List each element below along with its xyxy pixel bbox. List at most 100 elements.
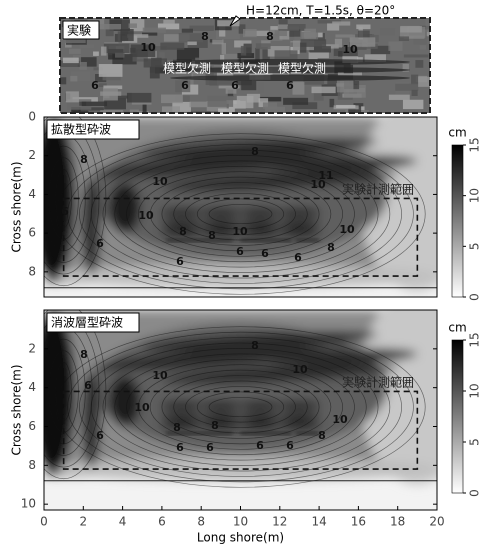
contour-label: 10 xyxy=(140,41,156,54)
photo-texture xyxy=(403,100,423,109)
photo-texture xyxy=(241,81,256,90)
contour-label: 6 xyxy=(256,439,264,452)
y-tick-label: 0 xyxy=(28,110,36,124)
photo-texture xyxy=(256,43,271,49)
photo-texture xyxy=(70,76,77,82)
contour-label: 10 xyxy=(134,401,150,414)
photo-texture xyxy=(212,39,223,44)
photo-texture xyxy=(255,48,259,61)
field-shade xyxy=(239,208,282,217)
contour-label: 10 xyxy=(138,209,154,222)
photo-texture xyxy=(258,82,264,92)
contour-label: 6 xyxy=(96,429,104,442)
photo-texture xyxy=(179,33,203,42)
field-shade xyxy=(199,401,242,410)
photo-texture xyxy=(411,75,418,85)
photo-texture xyxy=(292,82,304,95)
contour-label: 6 xyxy=(91,79,99,92)
panel-title: 実験 xyxy=(67,23,91,38)
contour-label: 10 xyxy=(332,413,348,426)
contour-label: 10 xyxy=(232,225,248,238)
contour-label: 6 xyxy=(286,439,294,452)
x-tick-label: 0 xyxy=(40,515,48,529)
contour-label: 6 xyxy=(294,251,302,264)
page: 実験H=12cm, T=1.5s, θ=20°模型欠測模型欠測模型欠測10881… xyxy=(0,0,486,547)
photo-texture xyxy=(275,30,287,36)
contour-label: 10 xyxy=(152,369,168,382)
y-tick-label: 2 xyxy=(28,148,36,162)
y-tick-label: 2 xyxy=(28,341,36,355)
colorbar-tick-label: 0 xyxy=(468,489,482,497)
photo-texture xyxy=(160,43,184,50)
y-axis-label: Cross shore(m) xyxy=(10,161,24,252)
photo-texture xyxy=(127,93,152,103)
x-tick-label: 18 xyxy=(390,515,405,529)
photo-texture xyxy=(99,64,123,77)
contour-label: 8 xyxy=(251,145,259,158)
panel-title: 消波層型砕波 xyxy=(51,315,123,330)
colorbar-label: cm xyxy=(448,321,466,335)
photo-texture xyxy=(101,47,106,56)
contour-label: 10 xyxy=(342,43,358,56)
contour-label: 8 xyxy=(173,421,181,434)
contour-label: 6 xyxy=(96,237,104,250)
panel-title: 拡散型砕波 xyxy=(51,122,111,137)
photo-texture xyxy=(99,24,121,29)
colorbar-tick-label: 5 xyxy=(468,438,482,446)
annotation: 実験計測範囲 xyxy=(342,375,414,390)
x-tick-label: 10 xyxy=(233,515,248,529)
photo-texture xyxy=(420,45,426,50)
y-tick-label: 4 xyxy=(28,380,36,394)
contour-label: 6 xyxy=(181,79,189,92)
colorbar-tick-label: 15 xyxy=(468,137,482,152)
contour-label: 10 xyxy=(339,223,355,236)
photo-texture xyxy=(104,44,130,54)
photo-texture xyxy=(207,96,233,107)
photo-texture xyxy=(412,90,418,96)
photo-texture xyxy=(161,95,183,104)
y-axis-label: Cross shore(m) xyxy=(10,364,24,455)
photo-texture xyxy=(66,91,79,102)
x-tick-label: 2 xyxy=(79,515,87,529)
x-tick-label: 6 xyxy=(158,515,166,529)
photo-texture xyxy=(143,28,166,33)
photo-texture xyxy=(335,34,355,37)
field-shade xyxy=(278,208,321,217)
x-axis-label: Long shore(m) xyxy=(197,531,284,545)
photo-texture xyxy=(426,19,440,31)
photo-texture xyxy=(275,50,298,59)
field-shade xyxy=(278,401,321,410)
annotation: H=12cm, T=1.5s, θ=20° xyxy=(246,4,395,18)
photo-texture xyxy=(220,55,224,60)
contour-label: 6 xyxy=(261,247,269,260)
y-tick-label: 6 xyxy=(28,226,36,240)
photo-texture xyxy=(106,29,114,36)
photo-texture xyxy=(283,98,308,105)
contour-label: 8 xyxy=(179,225,187,238)
contour-label: 6 xyxy=(206,441,214,454)
photo-texture xyxy=(150,67,160,79)
contour-label: 6 xyxy=(176,255,184,268)
contour-label: 6 xyxy=(286,79,294,92)
x-tick-label: 16 xyxy=(351,515,366,529)
contour-label: 8 xyxy=(266,30,274,43)
missing-label: 模型欠測 xyxy=(221,61,269,76)
y-tick-label: 10 xyxy=(21,497,36,511)
contour-label: 10 xyxy=(292,363,308,376)
photo-texture xyxy=(163,20,174,24)
photo-texture xyxy=(389,95,410,100)
photo-texture xyxy=(93,52,99,56)
photo-texture xyxy=(330,99,335,107)
y-tick-label: 4 xyxy=(28,187,36,201)
photo-texture xyxy=(278,24,288,29)
field-shade xyxy=(109,183,140,233)
x-tick-label: 20 xyxy=(429,515,444,529)
x-tick-label: 4 xyxy=(119,515,127,529)
y-tick-label: 8 xyxy=(28,458,36,472)
colorbar-tick-label: 0 xyxy=(468,293,482,301)
photo-texture xyxy=(190,102,210,108)
photo-texture xyxy=(151,58,162,67)
contour-label: 6 xyxy=(61,205,69,218)
photo-texture xyxy=(332,21,350,25)
photo-texture xyxy=(222,43,226,54)
